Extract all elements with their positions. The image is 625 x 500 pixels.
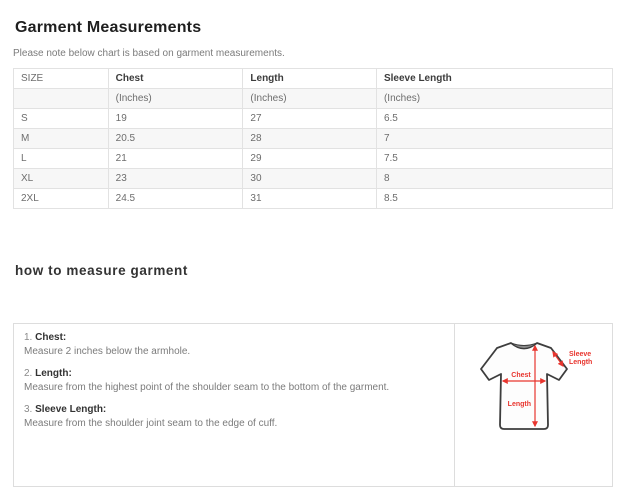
size-cell: M: [13, 128, 109, 149]
chest-cell: 21: [107, 148, 244, 169]
table-row-l: L 21 29 7.5: [13, 148, 614, 169]
col-header-sleeve-length: Sleeve Length: [375, 68, 614, 89]
table-row-2xl: 2XL 24.5 31 8.5: [13, 188, 614, 209]
chest-cell: 24.5: [107, 188, 244, 209]
length-cell: 30: [242, 168, 377, 189]
sleeve-arrow: [551, 351, 564, 367]
chest-cell: 20.5: [107, 128, 244, 149]
tshirt-collar: [510, 342, 537, 349]
length-label: Length: [507, 401, 530, 408]
length-cell: 31: [242, 188, 377, 209]
tshirt-diagram: Chest Length Sleeve Length: [454, 324, 612, 486]
tshirt-measure-illustration: Chest Length Sleeve Length: [479, 342, 592, 430]
length-cell: 29: [242, 148, 377, 169]
how-to-measure-heading: how to measure garment: [15, 263, 188, 278]
step-description: Measure from the shoulder joint seam to …: [24, 418, 278, 429]
step-description: Measure from the highest point of the sh…: [24, 382, 390, 393]
step-number: 3.: [24, 404, 33, 415]
garment-measurements-page: Garment Measurements Please note below c…: [13, 19, 614, 487]
step-number: 1.: [24, 332, 33, 343]
sleeve-cell: 6.5: [375, 108, 614, 129]
step-label: Sleeve Length:: [35, 404, 107, 415]
length-cell: 27: [242, 108, 377, 129]
units-row: (Inches) (Inches) (Inches): [13, 88, 614, 109]
chest-cell: 19: [107, 108, 244, 129]
size-cell: XL: [13, 168, 109, 189]
sleeve-label-line1: Sleeve: [569, 351, 591, 358]
size-cell: 2XL: [13, 188, 109, 209]
sleeve-cell: 8: [375, 168, 614, 189]
col-header-chest: Chest: [107, 68, 244, 89]
table-row-m: M 20.5 28 7: [13, 128, 614, 149]
measure-step-chest: 1. Chest: Measure 2 inches below the arm…: [24, 331, 444, 359]
step-label: Length:: [35, 368, 72, 379]
step-number: 2.: [24, 368, 33, 379]
col-header-length: Length: [242, 68, 377, 89]
measurements-note: Please note below chart is based on garm…: [13, 48, 285, 59]
chest-label: Chest: [511, 372, 531, 379]
measure-steps: 1. Chest: Measure 2 inches below the arm…: [14, 324, 454, 486]
table-row-xl: XL 23 30 8: [13, 168, 614, 189]
measure-step-length: 2. Length: Measure from the highest poin…: [24, 367, 444, 395]
col-header-size: SIZE: [13, 68, 109, 89]
units-cell-size: [13, 88, 109, 109]
size-cell: S: [13, 108, 109, 129]
sleeve-cell: 8.5: [375, 188, 614, 209]
size-cell: L: [13, 148, 109, 169]
step-description: Measure 2 inches below the armhole.: [24, 346, 191, 357]
step-label: Chest:: [35, 332, 67, 343]
how-to-measure-panel: 1. Chest: Measure 2 inches below the arm…: [13, 323, 613, 487]
table-header-row: SIZE Chest Length Sleeve Length: [13, 68, 614, 89]
size-chart-table: SIZE Chest Length Sleeve Length (Inches)…: [13, 68, 614, 209]
tshirt-outline: [479, 342, 568, 430]
sleeve-label-line2: Length: [569, 359, 592, 366]
measure-step-sleeve-length: 3. Sleeve Length: Measure from the shoul…: [24, 403, 444, 431]
units-cell-sleeve: (Inches): [375, 88, 614, 109]
sleeve-cell: 7.5: [375, 148, 614, 169]
sleeve-cell: 7: [375, 128, 614, 149]
table-row-s: S 19 27 6.5: [13, 108, 614, 129]
units-cell-length: (Inches): [242, 88, 377, 109]
chest-cell: 23: [107, 168, 244, 189]
page-title: Garment Measurements: [15, 19, 202, 36]
units-cell-chest: (Inches): [107, 88, 244, 109]
length-cell: 28: [242, 128, 377, 149]
